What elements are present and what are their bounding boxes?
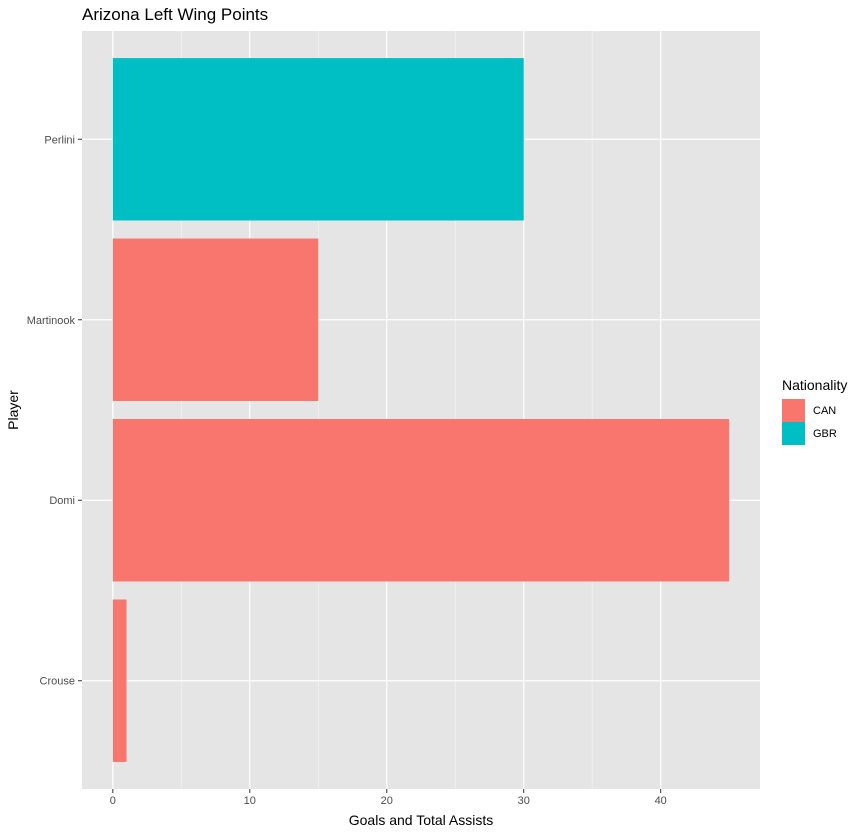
bar-crouse [112,599,127,762]
legend-label-can: CAN [813,405,836,417]
bars [112,58,730,762]
legend-title: Nationality [782,377,847,393]
bar-perlini [112,58,524,221]
x-axis: 0 10 20 30 40 [110,789,667,807]
x-tick-label: 30 [518,795,530,807]
y-axis-title: Player [5,390,21,430]
x-tick-label: 40 [655,795,667,807]
x-tick-label: 0 [110,795,116,807]
x-tick-label: 20 [381,795,393,807]
bar-martinook [112,238,319,401]
y-tick-label: Domi [49,495,75,507]
x-tick-label: 10 [244,795,256,807]
chart-title: Arizona Left Wing Points [82,5,268,24]
bar-domi [112,419,730,582]
legend-key-gbr [782,422,805,445]
y-axis: Crouse Domi Martinook Perlini [27,134,82,688]
y-tick-label: Perlini [44,134,75,146]
legend-key-can [782,399,805,422]
y-tick-label: Martinook [27,315,76,327]
legend-label-gbr: GBR [813,428,837,440]
y-tick-label: Crouse [40,676,75,688]
x-axis-title: Goals and Total Assists [349,812,493,828]
legend: Nationality CAN GBR [782,377,847,445]
